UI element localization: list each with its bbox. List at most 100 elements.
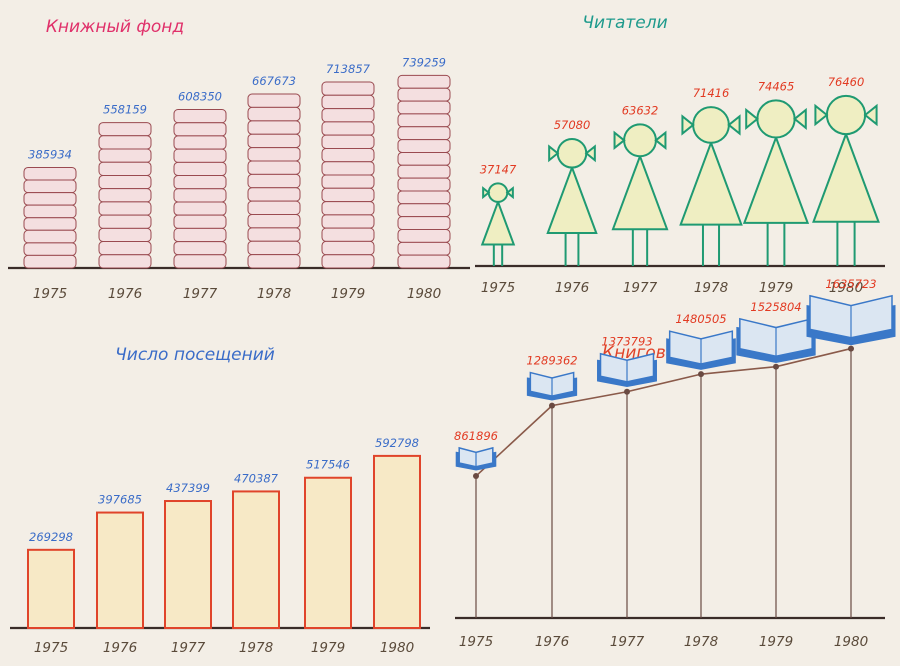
book-icon <box>247 227 301 242</box>
book-icon <box>397 87 451 102</box>
data-label: 71416 <box>693 86 730 100</box>
x-tick-label: 1976 <box>108 286 142 302</box>
data-label: 713857 <box>326 62 371 76</box>
book-icon <box>321 161 375 176</box>
book-icon <box>173 188 227 203</box>
open-book-icon <box>736 317 816 363</box>
head-circle <box>623 123 657 158</box>
book-icon <box>397 113 451 128</box>
bar <box>27 548 75 629</box>
data-point <box>698 371 704 378</box>
hair-bow <box>793 107 807 130</box>
book-icon <box>173 241 227 256</box>
hair-bow <box>814 103 829 127</box>
book-icon <box>397 254 451 269</box>
data-label: 667673 <box>252 74 296 88</box>
book-icon <box>98 174 152 190</box>
book-icon <box>173 109 227 124</box>
data-label: 37147 <box>480 162 517 176</box>
book-icon <box>321 254 375 269</box>
book-icon <box>397 228 451 243</box>
data-label: 397685 <box>98 493 142 507</box>
book-icon <box>247 200 301 215</box>
dress-shape <box>742 134 810 224</box>
x-tick-label: 1975 <box>34 640 68 656</box>
book-icon <box>23 166 77 181</box>
data-label: 470387 <box>234 471 279 485</box>
data-label: 517546 <box>306 458 350 472</box>
dress-shape <box>611 153 669 231</box>
data-label: 74465 <box>758 79 795 93</box>
data-point <box>773 363 779 370</box>
x-tick-label: 1978 <box>239 640 273 656</box>
book-icon <box>247 160 301 175</box>
x-tick-label: 1977 <box>610 634 645 650</box>
book-icon <box>247 120 301 135</box>
girl-figure <box>742 99 810 266</box>
x-tick-label: 1977 <box>183 286 218 302</box>
book-icon <box>397 164 451 179</box>
x-tick-label: 1976 <box>103 640 137 656</box>
girl-figure <box>480 182 516 266</box>
data-point <box>549 402 555 409</box>
data-label: 63632 <box>622 103 659 117</box>
x-tick-label: 1975 <box>481 280 515 296</box>
girl-figure <box>812 94 880 266</box>
book-icon <box>173 148 227 163</box>
book-icon <box>321 147 375 163</box>
head-circle <box>692 106 730 144</box>
x-tick-label: 1978 <box>257 286 291 302</box>
book-icon <box>321 214 375 229</box>
book-icon <box>321 227 375 242</box>
x-tick-label: 1979 <box>759 634 793 650</box>
book-icon <box>397 190 451 205</box>
bar <box>304 476 352 630</box>
book-icon <box>397 74 451 89</box>
x-tick-label: 1978 <box>684 634 718 650</box>
book-stack-bar <box>397 74 451 269</box>
head-circle <box>756 99 796 139</box>
hair-bow <box>727 114 741 136</box>
x-tick-label: 1979 <box>331 286 365 302</box>
girl-figure <box>679 106 743 266</box>
book-icon <box>98 122 152 137</box>
open-book-icon <box>597 352 657 388</box>
book-icon <box>247 147 301 162</box>
book-icon <box>173 201 227 216</box>
x-tick-label: 1975 <box>459 634 493 650</box>
open-book-icon <box>666 330 736 370</box>
book-icon <box>23 204 77 219</box>
head-circle <box>487 182 509 203</box>
hair-bow <box>505 186 514 200</box>
x-tick-label: 1979 <box>759 280 793 296</box>
book-icon <box>173 135 227 150</box>
book-icon <box>321 174 375 189</box>
book-icon <box>397 177 451 192</box>
data-label: 592798 <box>375 436 419 450</box>
dress-shape <box>480 199 516 246</box>
book-icon <box>397 203 451 218</box>
data-label: 558159 <box>103 103 147 117</box>
hair-bow <box>613 130 626 151</box>
data-label: 269298 <box>29 530 73 544</box>
data-label: 739259 <box>402 55 446 69</box>
hair-bow <box>584 144 596 163</box>
book-stack-bar <box>98 122 152 269</box>
book-icon <box>397 241 451 256</box>
book-icon <box>247 213 301 229</box>
open-book-icon <box>526 371 578 401</box>
hair-bow <box>863 103 878 127</box>
book-icon <box>397 151 451 166</box>
bar <box>164 500 212 629</box>
book-icon <box>23 217 77 231</box>
hair-bow <box>681 114 695 136</box>
book-icon <box>397 216 451 230</box>
book-icon <box>397 126 451 141</box>
data-label: 1525804 <box>750 300 801 314</box>
book-icon <box>23 179 77 194</box>
data-point <box>848 345 854 352</box>
book-icon <box>321 201 375 216</box>
head-circle <box>556 137 588 169</box>
book-icon <box>321 134 375 149</box>
book-stack-bar <box>321 81 375 269</box>
